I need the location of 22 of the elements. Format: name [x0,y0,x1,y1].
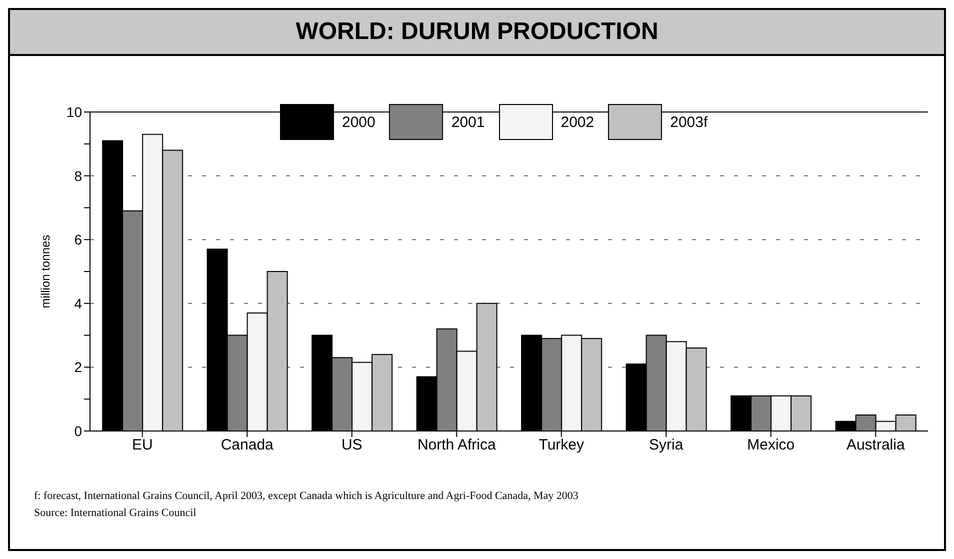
y-tick-label: 10 [66,104,82,120]
y-tick-label: 2 [74,359,82,376]
x-tick-label: Syria [649,436,684,454]
x-tick-label: Mexico [747,436,795,454]
y-tick-label: 4 [74,295,82,312]
y-tick-label: 6 [74,232,82,248]
x-tick-label: North Africa [417,436,496,454]
x-tick-label: Canada [220,436,274,454]
x-tick-label: Australia [846,436,906,454]
legend-label: 2000 [342,114,376,130]
y-axis-title: million tonnes [38,234,52,308]
legend-label: 2001 [451,114,485,130]
chart-title: WORLD: DURUM PRODUCTION [10,10,944,56]
legend-label: 2002 [560,114,594,130]
x-tick-label: US [341,436,362,454]
x-tick-label: EU [132,436,153,454]
text: f: forecast, International Grains Council, April 2003, except Canada which is Agriculture and Agri-Food Canada, May 2003 [34,489,580,504]
y-tick-label: 0 [74,422,82,439]
y-tick-label: 8 [74,168,82,184]
legend-label: 2003f [670,114,708,130]
x-tick-label: Turkey [538,436,585,454]
source-note: Source: International Grains Council [34,506,198,521]
